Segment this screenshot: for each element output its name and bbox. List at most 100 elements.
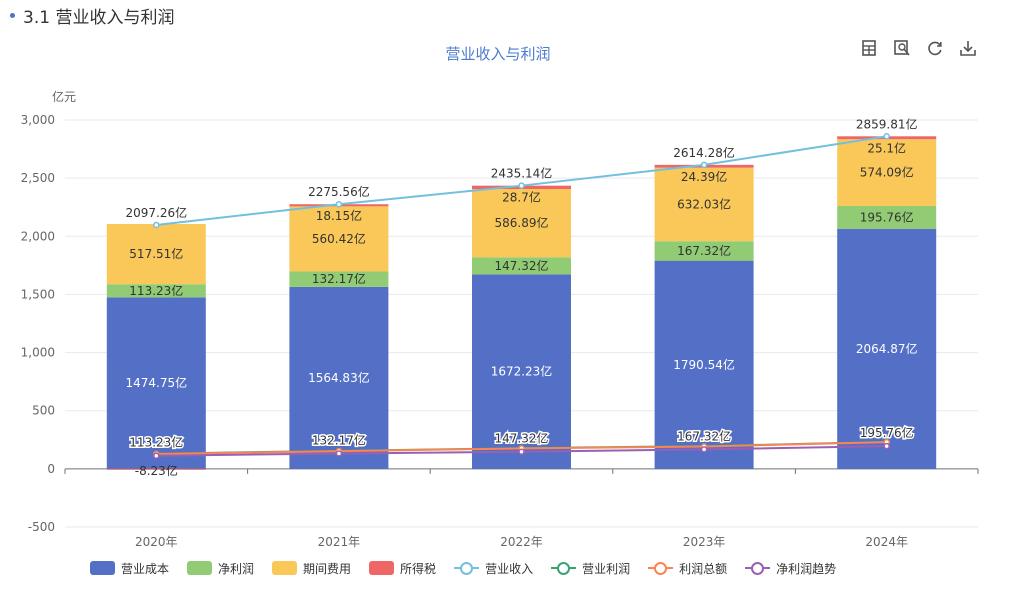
download-icon[interactable] xyxy=(958,38,978,58)
bar-期间费用 xyxy=(472,189,571,258)
legend-swatch xyxy=(90,561,115,575)
line-label: 2097.26亿 xyxy=(125,205,187,220)
line-label: 147.32亿 xyxy=(495,431,549,446)
bar-label: 167.32亿 xyxy=(677,243,731,258)
bar-营业成本 xyxy=(472,274,571,469)
bar-label: 1790.54亿 xyxy=(673,357,735,372)
y-tick-label: 1,500 xyxy=(21,287,55,301)
bar-label: 1672.23亿 xyxy=(491,364,553,379)
chart-toolbar xyxy=(859,38,978,58)
line-point xyxy=(153,221,160,229)
legend-swatch xyxy=(369,561,395,575)
line-label: 195.76亿 xyxy=(860,425,914,440)
bar-净利润 xyxy=(654,241,754,261)
legend-label: 利润总额 xyxy=(679,561,728,576)
x-tick-label: 2024年 xyxy=(865,535,908,549)
refresh-icon[interactable] xyxy=(925,38,945,58)
bar-期间费用 xyxy=(106,224,206,285)
legend-line-icon xyxy=(648,561,674,575)
legend-line-icon xyxy=(745,561,771,575)
bar-label: 195.76亿 xyxy=(860,209,914,224)
line-point xyxy=(335,200,343,208)
chart-title: 营业收入与利润 xyxy=(445,45,551,63)
legend-line-icon xyxy=(551,561,577,575)
line-point xyxy=(518,182,525,189)
y-tick-label: -500 xyxy=(28,520,55,534)
bar-净利润 xyxy=(837,205,937,229)
bar-营业成本 xyxy=(654,260,754,469)
legend-item[interactable]: 营业收入 xyxy=(454,560,533,577)
bar-label: 18.15亿 xyxy=(316,208,362,223)
legend-item[interactable]: 期间费用 xyxy=(272,560,351,577)
bar-label: 632.03亿 xyxy=(677,196,731,211)
line-label: 2435.14亿 xyxy=(491,166,553,181)
legend-item[interactable]: 所得税 xyxy=(369,560,436,577)
legend-label: 期间费用 xyxy=(303,561,352,576)
legend-swatch xyxy=(272,561,298,575)
y-tick-label: 2,500 xyxy=(21,171,55,185)
legend-label: 净利润 xyxy=(218,561,255,576)
legend-item[interactable]: 营业成本 xyxy=(90,560,169,577)
x-tick-label: 2023年 xyxy=(683,535,726,549)
bar-label: 113.23亿 xyxy=(129,283,183,298)
bar-营业成本 xyxy=(837,228,937,469)
data-view-icon[interactable] xyxy=(859,38,879,58)
y-tick-label: 1,000 xyxy=(21,346,55,360)
bar-期间费用 xyxy=(837,139,937,206)
line-point xyxy=(153,452,160,459)
bar-label: 2064.87亿 xyxy=(856,341,918,356)
legend-item[interactable]: 净利润 xyxy=(187,560,254,577)
bar-所得税 xyxy=(106,468,206,470)
bar-营业成本 xyxy=(289,286,389,469)
y-tick-label: 3,000 xyxy=(21,113,55,127)
legend-item[interactable]: 净利润趋势 xyxy=(745,560,836,577)
legend-item[interactable]: 利润总额 xyxy=(648,560,727,577)
y-tick-label: 2,000 xyxy=(21,229,55,243)
x-tick-label: 2022年 xyxy=(500,535,543,549)
line-label: 132.17亿 xyxy=(312,432,366,447)
bar-期间费用 xyxy=(654,167,754,242)
bar-label: 28.7亿 xyxy=(502,190,541,205)
y-tick-label: 500 xyxy=(32,404,55,418)
bar-label: 517.51亿 xyxy=(129,246,183,261)
line-point xyxy=(700,446,708,453)
section-title: 3.1 营业收入与利润 xyxy=(23,7,175,28)
legend-line-icon xyxy=(454,561,480,575)
bar-label: 1564.83亿 xyxy=(308,370,370,385)
legend-label: 净利润趋势 xyxy=(776,561,837,576)
legend-item[interactable]: 营业利润 xyxy=(551,560,630,577)
line-point xyxy=(883,133,890,140)
legend-label: 营业利润 xyxy=(582,561,631,576)
line-point xyxy=(518,448,525,455)
bar-label: 1474.75亿 xyxy=(125,375,187,390)
line-point xyxy=(700,161,708,169)
y-axis-label: 亿元 xyxy=(52,89,76,104)
line-label: 2275.56亿 xyxy=(308,184,370,199)
section-header: 3.1 营业收入与利润 xyxy=(10,2,174,28)
legend-label: 营业成本 xyxy=(121,561,170,576)
legend-swatch xyxy=(187,561,213,575)
chart-legend: 营业成本 净利润 期间费用 所得税 营业收入 营业利润 利润总额 净利润趋势 xyxy=(90,558,854,578)
bar-期间费用 xyxy=(289,206,389,272)
line-point xyxy=(883,442,890,450)
bar-label: 574.09亿 xyxy=(860,165,914,180)
bar-label: 147.32亿 xyxy=(495,258,549,273)
bar-营业成本 xyxy=(106,297,206,469)
bar-净利润 xyxy=(106,284,206,298)
line-label: 167.32亿 xyxy=(677,428,731,443)
line-label: 2859.81亿 xyxy=(856,116,918,131)
bar-净利润 xyxy=(289,271,389,287)
x-tick-label: 2021年 xyxy=(318,535,361,549)
bar-label: 586.89亿 xyxy=(495,215,549,230)
bar-label: 132.17亿 xyxy=(312,271,366,286)
zoom-icon[interactable] xyxy=(892,38,912,58)
y-tick-label: 0 xyxy=(47,462,55,476)
section-bullet-icon xyxy=(10,12,15,18)
bar-label: 560.42亿 xyxy=(312,231,366,246)
line-label: 113.23亿 xyxy=(129,435,183,450)
bar-净利润 xyxy=(472,257,571,275)
line-point xyxy=(335,450,343,457)
legend-label: 所得税 xyxy=(400,561,437,576)
bar-label: -8.23亿 xyxy=(135,463,178,478)
